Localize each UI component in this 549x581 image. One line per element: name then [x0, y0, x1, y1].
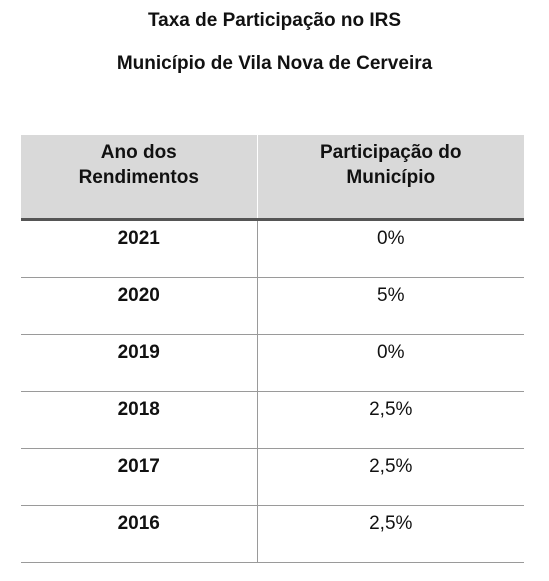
rate-value: 5% — [377, 285, 405, 306]
rate-cell: 0% — [257, 334, 524, 392]
rate-value: 0% — [377, 342, 405, 363]
column-header-rate: Participação do Município — [257, 135, 524, 221]
table-row: 2021 0% — [21, 219, 524, 278]
rate-cell: 2,5% — [257, 505, 524, 563]
page-title: Taxa de Participação no IRS — [147, 10, 402, 31]
rate-cell: 2,5% — [257, 391, 524, 449]
irs-rate-table: Ano dos Rendimentos Participação do Muni… — [21, 135, 524, 563]
year-cell: 2016 — [21, 505, 258, 563]
table-body: 2021 0% 2020 5% 2019 0% 2018 2,5% 2017 2… — [21, 219, 524, 563]
column-header-year: Ano dos Rendimentos — [21, 135, 258, 221]
rate-value: 2,5% — [369, 399, 413, 420]
table-row: 2017 2,5% — [21, 448, 524, 506]
year-cell: 2017 — [21, 448, 258, 506]
year-cell: 2019 — [21, 334, 258, 392]
rate-value: 2,5% — [369, 456, 413, 477]
rate-cell: 5% — [257, 277, 524, 335]
year-value: 2016 — [117, 513, 160, 534]
rate-value: 0% — [377, 228, 405, 249]
year-value: 2021 — [117, 228, 160, 249]
header-row: Ano dos Rendimentos Participação do Muni… — [21, 135, 524, 221]
rate-value: 2,5% — [369, 513, 413, 534]
table-row: 2018 2,5% — [21, 391, 524, 449]
year-cell: 2021 — [21, 219, 258, 278]
table-row: 2019 0% — [21, 334, 524, 392]
column-header-year-line2: Rendimentos — [78, 167, 199, 188]
year-value: 2017 — [117, 456, 160, 477]
page-subtitle: Município de Vila Nova de Cerveira — [116, 53, 433, 74]
year-value: 2018 — [117, 399, 160, 420]
column-header-rate-line1: Participação do — [320, 142, 462, 163]
year-value: 2019 — [117, 342, 160, 363]
column-header-rate-line2: Município — [346, 167, 436, 188]
rate-cell: 2,5% — [257, 448, 524, 506]
table-header: Ano dos Rendimentos Participação do Muni… — [21, 135, 524, 221]
table-row: 2016 2,5% — [21, 505, 524, 563]
year-cell: 2018 — [21, 391, 258, 449]
table-row: 2020 5% — [21, 277, 524, 335]
year-cell: 2020 — [21, 277, 258, 335]
year-value: 2020 — [117, 285, 160, 306]
column-header-year-line1: Ano dos — [100, 142, 177, 163]
rate-cell: 0% — [257, 219, 524, 278]
